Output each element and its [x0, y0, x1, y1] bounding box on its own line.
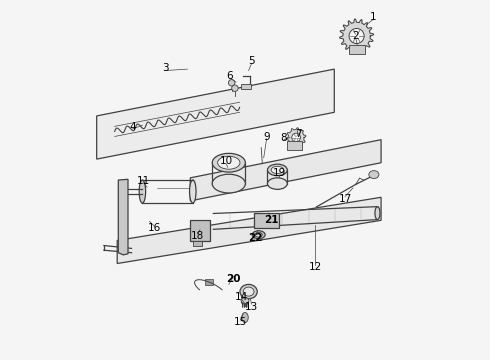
Text: 11: 11: [137, 176, 150, 186]
Text: 3: 3: [162, 63, 169, 73]
Circle shape: [228, 80, 235, 86]
Circle shape: [121, 239, 126, 244]
Bar: [193, 241, 202, 246]
Text: 19: 19: [272, 168, 286, 178]
Text: 12: 12: [309, 262, 322, 272]
Text: 17: 17: [339, 194, 352, 204]
Circle shape: [121, 192, 126, 197]
Bar: [242, 84, 251, 89]
Text: 16: 16: [147, 222, 161, 233]
Polygon shape: [117, 197, 381, 264]
Ellipse shape: [190, 180, 196, 203]
Ellipse shape: [241, 298, 249, 303]
Ellipse shape: [271, 166, 284, 174]
Circle shape: [121, 212, 126, 217]
Text: 18: 18: [191, 231, 204, 241]
Ellipse shape: [268, 164, 287, 176]
Text: 14: 14: [235, 292, 248, 302]
Ellipse shape: [369, 171, 379, 179]
Ellipse shape: [240, 284, 257, 299]
Text: 8: 8: [281, 132, 287, 143]
Ellipse shape: [212, 174, 245, 193]
Text: 1: 1: [369, 12, 376, 22]
Circle shape: [232, 85, 238, 91]
Bar: [205, 279, 213, 285]
Text: 15: 15: [234, 317, 247, 327]
Bar: [254, 213, 279, 228]
Text: 22: 22: [248, 233, 262, 243]
Ellipse shape: [243, 287, 254, 296]
Ellipse shape: [212, 153, 245, 172]
Text: 9: 9: [263, 132, 270, 142]
Text: 7: 7: [295, 129, 301, 139]
Polygon shape: [286, 128, 306, 147]
Ellipse shape: [252, 231, 265, 239]
Circle shape: [121, 230, 126, 235]
Bar: [288, 141, 302, 150]
Ellipse shape: [255, 233, 262, 237]
Circle shape: [292, 133, 300, 142]
Text: 20: 20: [226, 274, 241, 284]
Text: 2: 2: [353, 31, 359, 41]
Ellipse shape: [375, 207, 380, 220]
Text: 4: 4: [129, 122, 136, 132]
Polygon shape: [340, 19, 373, 53]
Circle shape: [121, 185, 126, 190]
Polygon shape: [97, 69, 334, 159]
Text: 5: 5: [248, 56, 255, 66]
Circle shape: [349, 28, 364, 44]
Text: 6: 6: [226, 71, 233, 81]
Bar: [349, 45, 365, 54]
Bar: [190, 220, 210, 241]
Text: 10: 10: [220, 156, 233, 166]
Ellipse shape: [139, 180, 146, 203]
Text: 21: 21: [264, 215, 278, 225]
Polygon shape: [118, 179, 128, 255]
Polygon shape: [190, 140, 381, 201]
Circle shape: [121, 203, 126, 208]
Ellipse shape: [242, 312, 248, 323]
Text: 13: 13: [245, 302, 258, 312]
Circle shape: [121, 221, 126, 226]
Ellipse shape: [218, 156, 240, 169]
Ellipse shape: [268, 178, 287, 189]
